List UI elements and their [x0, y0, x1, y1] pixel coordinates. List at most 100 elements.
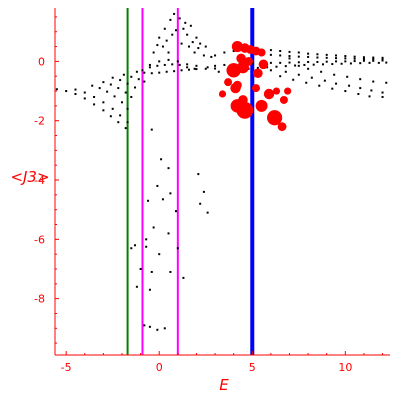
black-point: [167, 232, 170, 235]
x-tick-label: 10: [338, 361, 352, 374]
black-point: [130, 247, 133, 250]
black-point: [134, 86, 137, 89]
black-point: [279, 61, 282, 64]
black-point: [348, 84, 351, 87]
black-point: [147, 199, 150, 202]
black-point: [316, 53, 319, 56]
black-point: [297, 55, 300, 58]
black-point: [126, 107, 129, 110]
black-point: [322, 63, 324, 66]
black-point: [165, 39, 168, 42]
red-point-series: [218, 40, 292, 132]
black-point: [223, 63, 226, 66]
black-point: [186, 66, 189, 69]
y-tick-label: -8: [34, 293, 45, 306]
black-point: [197, 47, 200, 50]
red-point: [224, 78, 233, 87]
black-point: [269, 49, 272, 52]
black-point: [377, 61, 380, 64]
black-point: [344, 57, 347, 60]
y-tick-label: -2: [34, 115, 45, 128]
black-point: [143, 80, 146, 83]
black-point: [111, 76, 114, 79]
black-point: [320, 70, 323, 73]
black-point: [102, 109, 105, 112]
black-point: [117, 121, 120, 124]
black-point: [83, 91, 86, 94]
black-point: [173, 12, 176, 15]
black-point: [331, 63, 334, 66]
black-point: [297, 73, 300, 76]
red-point: [277, 122, 287, 132]
black-point: [169, 18, 172, 21]
black-point: [214, 67, 217, 70]
black-point: [188, 68, 190, 71]
black-point: [141, 69, 144, 72]
black-point: [152, 226, 155, 229]
black-point: [74, 93, 77, 96]
black-point: [288, 61, 291, 64]
black-point: [288, 57, 291, 60]
black-point: [119, 79, 122, 82]
black-point: [381, 59, 384, 62]
black-point: [93, 103, 96, 106]
black-point: [174, 29, 177, 32]
black-point: [143, 71, 146, 74]
black-point: [106, 90, 109, 93]
black-point: [372, 59, 375, 62]
y-tick-label: 0: [38, 55, 45, 68]
black-point: [139, 267, 142, 270]
black-point: [121, 101, 123, 104]
black-point: [368, 95, 371, 98]
black-point: [279, 54, 282, 57]
black-point: [158, 36, 161, 39]
black-point: [353, 60, 356, 63]
black-point: [119, 114, 122, 117]
black-point: [232, 50, 235, 53]
black-point: [152, 51, 155, 54]
black-point: [135, 70, 138, 73]
black-point: [124, 91, 127, 94]
black-point: [124, 127, 127, 130]
red-point: [252, 84, 260, 93]
black-point: [359, 87, 362, 90]
black-point: [340, 62, 343, 65]
y-tick-label: -6: [34, 233, 45, 246]
black-point: [148, 63, 151, 66]
black-point: [91, 84, 94, 87]
black-point: [150, 128, 153, 131]
black-point: [303, 63, 306, 66]
black-point: [74, 88, 77, 91]
black-point: [349, 62, 352, 65]
black-point: [344, 90, 347, 93]
black-point: [312, 63, 315, 66]
x-tick-label: 0: [156, 361, 163, 374]
black-point: [186, 63, 189, 66]
black-point: [158, 60, 161, 63]
red-point: [218, 90, 227, 98]
black-point: [169, 270, 172, 273]
black-point: [344, 60, 347, 63]
black-point: [174, 210, 177, 213]
black-point: [362, 56, 365, 59]
black-point: [279, 75, 282, 78]
black-point: [180, 42, 183, 45]
black-point: [269, 69, 272, 72]
black-point: [189, 24, 192, 27]
black-point: [167, 58, 170, 61]
black-point: [135, 285, 138, 288]
black-point: [307, 52, 310, 55]
black-point: [156, 64, 159, 67]
black-point: [182, 27, 185, 30]
red-point: [267, 110, 283, 126]
black-point: [163, 27, 166, 30]
y-tick-label: -4: [34, 174, 45, 187]
black-point: [206, 211, 209, 214]
black-point: [202, 54, 205, 57]
black-point: [186, 33, 189, 36]
black-point: [178, 63, 181, 66]
black-point: [372, 80, 375, 83]
black-point: [145, 238, 148, 241]
black-point: [381, 58, 384, 61]
